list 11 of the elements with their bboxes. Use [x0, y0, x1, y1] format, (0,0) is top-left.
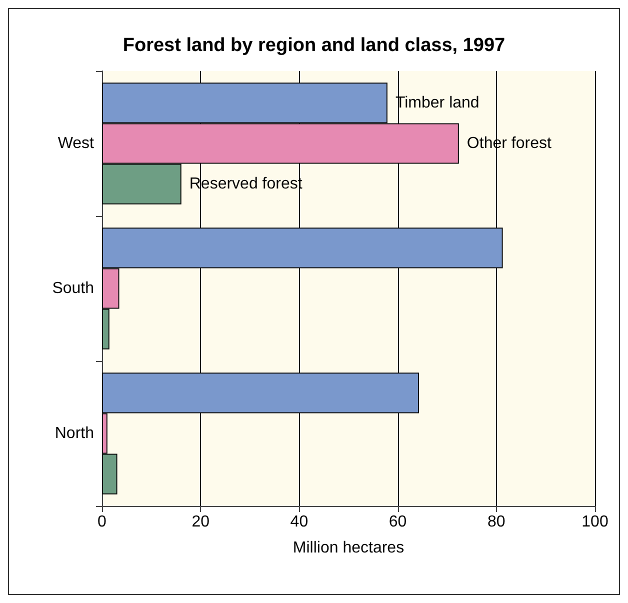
y-tick-label: South — [52, 280, 94, 297]
x-axis-title: Million hectares — [292, 540, 404, 556]
x-tick-label: 100 — [582, 514, 608, 530]
x-tick-label: 20 — [192, 514, 210, 530]
x-tick-label: 40 — [290, 514, 308, 530]
chart-title: Forest land by region and land class, 1997 — [122, 35, 506, 56]
x-tick-label: 60 — [388, 514, 407, 530]
x-tick-label: 0 — [98, 514, 107, 530]
x-tick-label: 80 — [488, 514, 506, 530]
y-tick-label: West — [58, 135, 95, 152]
y-tick-label: North — [54, 425, 94, 442]
